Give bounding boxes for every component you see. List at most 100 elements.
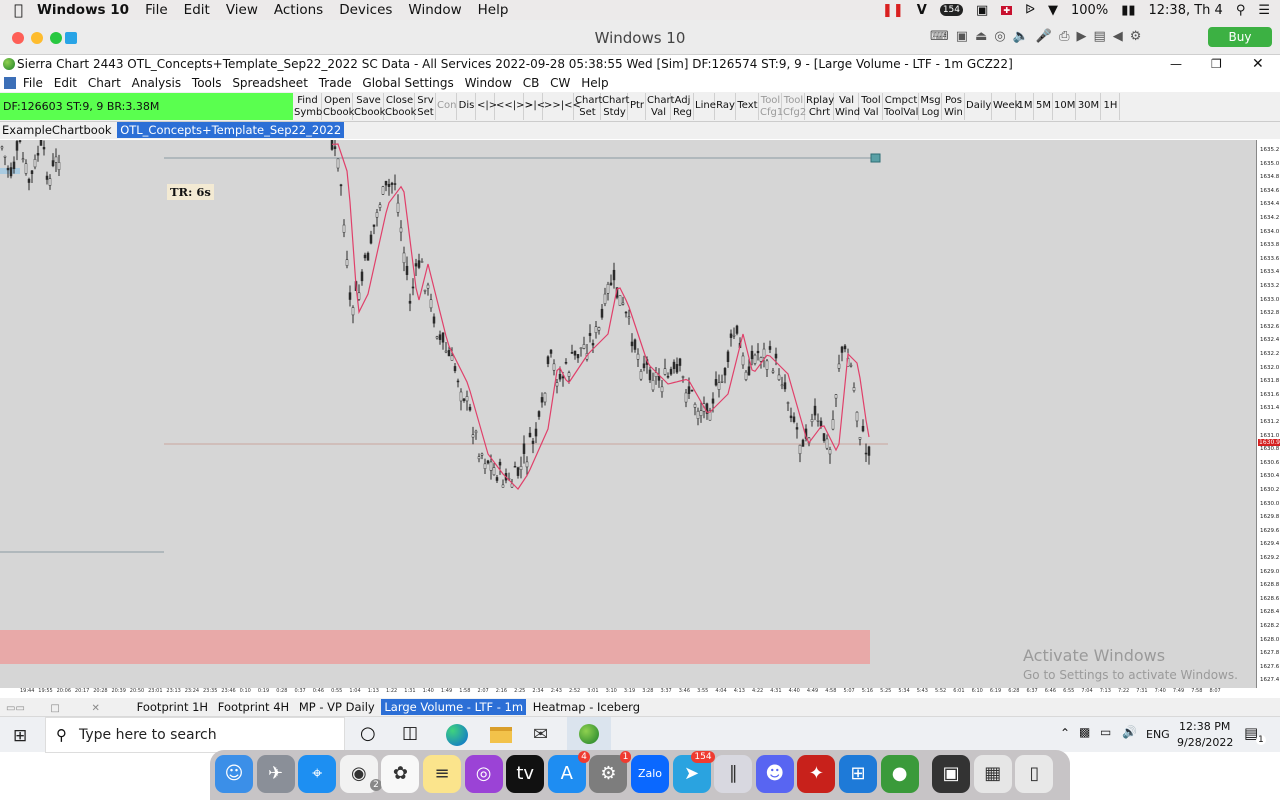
taskbar-search[interactable]: ⚲ Type here to search bbox=[45, 717, 345, 753]
chart-tab-heatmap[interactable]: Heatmap - Iceberg bbox=[532, 700, 640, 714]
sierra-menu-file[interactable]: File bbox=[22, 76, 43, 90]
back-icon[interactable]: ◀ bbox=[1112, 29, 1123, 44]
buy-button[interactable]: Buy bbox=[1208, 27, 1272, 47]
toolbar-button-cmpct-toolval[interactable]: Cmpct ToolVal bbox=[884, 93, 919, 120]
sierra-menu-chart[interactable]: Chart bbox=[87, 76, 121, 90]
wifi-icon[interactable]: ▼ bbox=[1048, 2, 1059, 18]
chart-tab-footprint-4h[interactable]: Footprint 4H bbox=[217, 700, 290, 714]
toolbar-button-xxxxx[interactable]: <<|>> bbox=[496, 93, 533, 120]
toolbar-button-5m[interactable]: 5M bbox=[1035, 93, 1053, 120]
keyboard-icon[interactable]: ⌨ bbox=[930, 29, 949, 44]
price-chart[interactable]: TR: 6s Activate Windows Go to Settings t… bbox=[0, 139, 1256, 688]
bluetooth-icon[interactable]: ᐉ bbox=[1025, 2, 1036, 18]
sierra-menu-window[interactable]: Window bbox=[464, 76, 512, 90]
chart-tab-scroll-icon[interactable]: ▭▭ □ ✕ bbox=[6, 703, 100, 714]
dock-trash-icon[interactable]: ▯ bbox=[1015, 755, 1054, 793]
dock-telegram-icon[interactable]: ➤ 154 bbox=[672, 751, 715, 793]
apple-icon[interactable]:  bbox=[14, 1, 23, 19]
dock-notes-icon[interactable]: ≡ bbox=[423, 755, 461, 793]
toolbar-button-val-wind[interactable]: Val Wind bbox=[835, 93, 861, 120]
toolbar-button-find-symb[interactable]: Find Symb bbox=[294, 93, 323, 120]
disc-icon[interactable]: ◎ bbox=[994, 29, 1006, 44]
toolbar-button-msg-log[interactable]: Msg Log bbox=[920, 93, 942, 120]
edge-icon[interactable] bbox=[446, 724, 468, 746]
toolbar-button-ptr[interactable]: Ptr bbox=[629, 93, 646, 120]
dock-discord-icon[interactable]: ☻ bbox=[755, 755, 794, 793]
menu-actions[interactable]: Actions bbox=[264, 2, 323, 18]
usb-icon[interactable]: ⏏ bbox=[975, 29, 988, 44]
speaker-icon[interactable]: 🔈 bbox=[1012, 29, 1029, 44]
mail-icon[interactable]: ✉ bbox=[533, 724, 549, 745]
zoom-window-button[interactable] bbox=[50, 32, 62, 44]
toolbar-button-ray[interactable]: Ray bbox=[716, 93, 736, 120]
dock-finder-icon[interactable]: ☺ bbox=[215, 755, 253, 793]
minimize-icon[interactable]: — bbox=[1170, 57, 1182, 71]
close-icon[interactable]: ✕ bbox=[1252, 56, 1264, 72]
battery-tray-icon[interactable]: ▭ bbox=[1100, 725, 1112, 739]
sierra-menu-help[interactable]: Help bbox=[581, 76, 609, 90]
menu-view[interactable]: View bbox=[216, 2, 258, 18]
chartbook-tab-example[interactable]: ExampleChartbook bbox=[2, 123, 112, 137]
language-indicator[interactable]: ENG bbox=[1146, 728, 1170, 741]
task-view-icon[interactable]: ◫ bbox=[402, 723, 419, 743]
close-window-button[interactable] bbox=[12, 32, 24, 44]
sierra-taskbar-icon[interactable] bbox=[567, 717, 611, 753]
toolbar-button-week[interactable]: Week bbox=[993, 93, 1020, 120]
dock-chrome-icon[interactable]: ◉ 2 bbox=[339, 755, 382, 793]
toolbar-button-30m[interactable]: 30M bbox=[1077, 93, 1101, 120]
cortana-icon[interactable]: ○ bbox=[360, 723, 376, 744]
toolbar-button-chart-stdy[interactable]: Chart Stdy bbox=[602, 93, 630, 120]
dock-globe-icon[interactable]: ● bbox=[880, 755, 919, 793]
display-icon[interactable]: ▣ bbox=[976, 2, 989, 18]
gear-icon[interactable]: ⚙ bbox=[1129, 29, 1142, 44]
menu-help[interactable]: Help bbox=[468, 2, 509, 18]
toolbar-button-srv-set[interactable]: Srv Set bbox=[416, 93, 436, 120]
sierra-menu-spreadsheet[interactable]: Spreadsheet bbox=[232, 76, 308, 90]
dock-parallels-icon[interactable]: ∥ bbox=[714, 755, 753, 793]
toolbar-button-10m[interactable]: 10M bbox=[1054, 93, 1076, 120]
toolbar-button-adj-reg[interactable]: Adj Reg bbox=[673, 93, 694, 120]
dock-launchpad-icon[interactable]: ✈ bbox=[256, 755, 295, 793]
file-explorer-icon[interactable] bbox=[490, 727, 512, 743]
chart-tab-large-volume[interactable]: Large Volume - LTF - 1m bbox=[381, 699, 527, 715]
toolbar-button-rplay-chrt[interactable]: Rplay Chrt bbox=[806, 93, 835, 120]
sierra-menu-edit[interactable]: Edit bbox=[53, 76, 77, 90]
toolbar-button-close-cbook[interactable]: Close Cbook bbox=[385, 93, 417, 120]
sierra-menu-tools[interactable]: Tools bbox=[191, 76, 222, 90]
sierra-menu-cw[interactable]: CW bbox=[550, 76, 571, 90]
toolbar-button-xxx[interactable]: <|> bbox=[477, 93, 497, 120]
menu-edit[interactable]: Edit bbox=[174, 2, 210, 18]
dock-podcasts-icon[interactable]: ◎ bbox=[464, 755, 503, 793]
toolbar-button-dis[interactable]: Dis bbox=[458, 93, 476, 120]
network-icon[interactable]: ▩ bbox=[1079, 725, 1091, 739]
parallels-icon[interactable]: ❚❚ bbox=[881, 2, 904, 18]
sierra-menu-analysis[interactable]: Analysis bbox=[131, 76, 182, 90]
menu-devices[interactable]: Devices bbox=[330, 2, 392, 18]
restore-icon[interactable]: ❐ bbox=[1211, 57, 1222, 71]
toolbar-button-1m[interactable]: 1M bbox=[1017, 93, 1034, 120]
level-line-handle[interactable] bbox=[870, 153, 881, 163]
toolbar-button-daily[interactable]: Daily bbox=[966, 93, 992, 120]
clock[interactable]: 12:38, Th 4 bbox=[1148, 2, 1223, 18]
toolbar-button-open-cbook[interactable]: Open Cbook bbox=[323, 93, 355, 120]
dock-tv-icon[interactable]: tv bbox=[506, 755, 545, 793]
toolbar-button-chart-set[interactable]: Chart Set bbox=[575, 93, 603, 120]
app-name-menu[interactable]: Windows 10 bbox=[28, 2, 129, 18]
sierra-menu-global-settings[interactable]: Global Settings bbox=[362, 76, 454, 90]
fullscreen-button[interactable] bbox=[65, 32, 77, 44]
dock-zalo-icon[interactable]: Zalo bbox=[631, 755, 669, 793]
toolbar-button-pos-win[interactable]: Pos Win bbox=[943, 93, 965, 120]
toolbar-button-xxxxx[interactable]: >>|<< bbox=[544, 93, 581, 120]
microphone-icon[interactable]: 🎤 bbox=[1035, 29, 1053, 44]
printer-icon[interactable]: ⎙ bbox=[1059, 29, 1070, 44]
dock-photos-icon[interactable]: ✿ bbox=[381, 755, 420, 793]
spotlight-icon[interactable]: ⚲ bbox=[1235, 2, 1246, 18]
toolbar-button-save-cbook[interactable]: Save Cbook bbox=[354, 93, 386, 120]
dock-tables-icon[interactable]: ▦ bbox=[973, 755, 1012, 793]
sierra-menu-cb[interactable]: CB bbox=[522, 76, 540, 90]
taskbar-time[interactable]: 12:38 PM bbox=[1179, 720, 1231, 733]
chart-tab-mp-vp-daily[interactable]: MP - VP Daily bbox=[298, 700, 375, 714]
toolbar-button-tool-val[interactable]: Tool Val bbox=[860, 93, 883, 120]
toolbar-button-line[interactable]: Line bbox=[695, 93, 716, 120]
